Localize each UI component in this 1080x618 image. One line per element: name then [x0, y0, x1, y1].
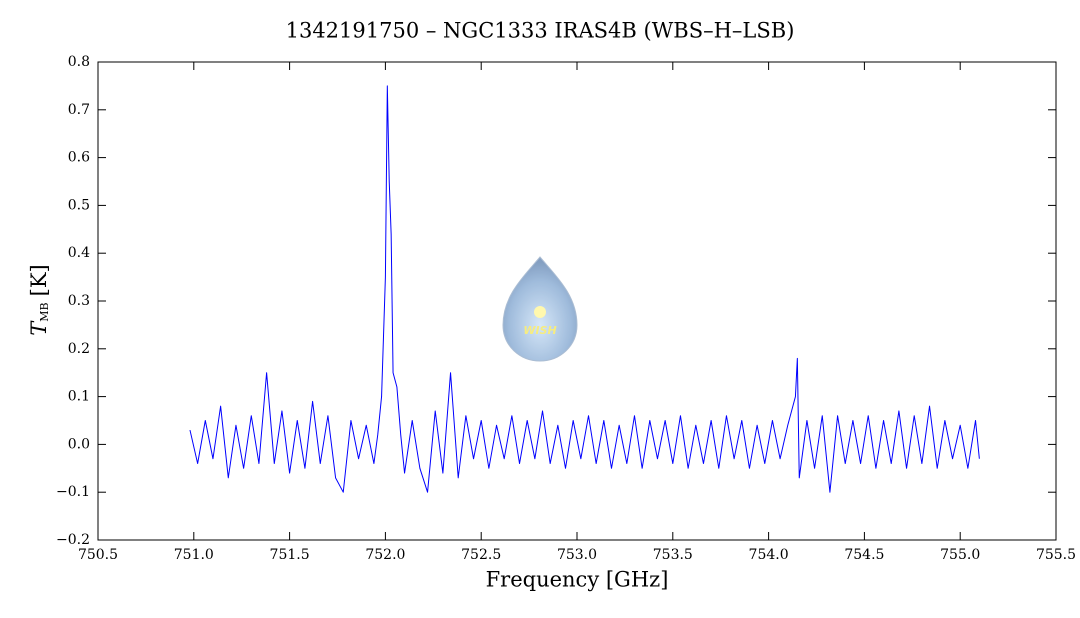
- x-axis-label: Frequency [GHz]: [486, 568, 669, 592]
- x-tick-label: 752.0: [365, 547, 405, 563]
- y-tick-label: 0.8: [68, 54, 90, 70]
- watermark-text: WISH: [523, 324, 556, 337]
- x-tick-label: 755.5: [1036, 547, 1076, 563]
- x-tick-label: 750.5: [78, 547, 118, 563]
- y-tick-label: 0.4: [68, 245, 90, 261]
- plot-frame: [97, 61, 1057, 541]
- spectrum-line: [189, 85, 980, 493]
- x-tick-label: 751.5: [270, 547, 310, 563]
- chart-title: 1342191750 – NGC1333 IRAS4B (WBS–H–LSB): [286, 19, 795, 43]
- x-tick-label: 753.0: [557, 547, 597, 563]
- y-label-subscript: MB: [38, 302, 51, 321]
- x-tick-label: 753.5: [653, 547, 693, 563]
- y-tick-label: 0.1: [68, 389, 90, 405]
- y-tick-label: 0.3: [68, 293, 90, 309]
- y-tick-label: −0.2: [56, 532, 90, 548]
- y-tick-label: 0.5: [68, 197, 90, 213]
- x-tick-label: 755.0: [940, 547, 980, 563]
- watermark: WISH: [502, 256, 578, 362]
- y-label-symbol: T: [27, 320, 51, 336]
- x-tick-label: 751.0: [174, 547, 214, 563]
- x-tick-label: 754.5: [844, 547, 884, 563]
- y-label-unit: [K]: [27, 264, 51, 296]
- x-tick-label: 754.0: [749, 547, 789, 563]
- y-tick-label: 0.0: [68, 436, 90, 452]
- y-tick-label: −0.1: [56, 484, 90, 500]
- y-tick-label: 0.2: [68, 341, 90, 357]
- y-tick-label: 0.6: [68, 150, 90, 166]
- y-tick-label: 0.7: [68, 102, 90, 118]
- y-axis-label: TMB [K]: [27, 264, 52, 335]
- x-tick-label: 752.5: [461, 547, 501, 563]
